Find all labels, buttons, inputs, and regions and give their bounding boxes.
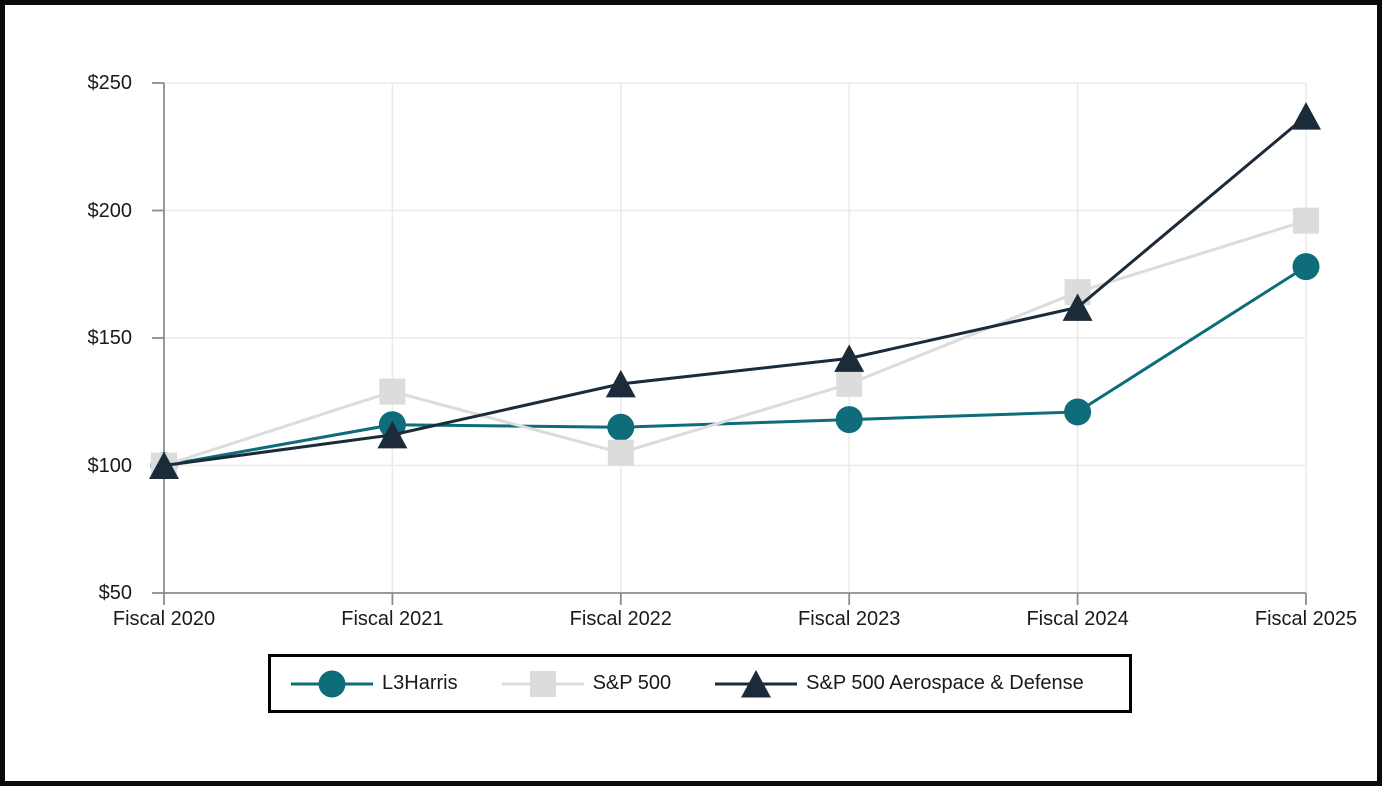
legend-item-sp500: S&P 500: [501, 669, 672, 699]
x-axis-category-label: Fiscal 2025: [1254, 608, 1358, 630]
series-line-s-p-500-aerospace-defense: [163, 114, 1307, 467]
data-point-l3harris: [607, 413, 635, 441]
data-point-s-p-500: [1293, 207, 1319, 234]
series-s-p-500-aerospace-defense: [149, 102, 1321, 479]
data-point-s-p-500-aerospace-defense: [834, 344, 865, 372]
legend-label: L3Harris: [382, 672, 458, 694]
y-axis-tick-label: $200: [87, 199, 133, 222]
legend-item-l3harris: L3Harris: [291, 669, 458, 699]
data-point-s-p-500-aerospace-defense: [1062, 293, 1093, 321]
y-axis-labels: $50 $100 $150 $200 $250: [5, 5, 133, 645]
data-point-s-p-500-aerospace-defense: [1291, 102, 1321, 130]
x-axis-labels: Fiscal 2020 Fiscal 2021 Fiscal 2022 Fiscal …: [5, 5, 1377, 645]
y-axis-tick-label: $50: [98, 582, 132, 604]
data-point-s-p-500: [379, 378, 406, 405]
line-chart: [149, 82, 1321, 605]
data-point-l3harris: [835, 406, 863, 434]
line-square-marker-icon: [501, 670, 584, 697]
data-point-s-p-500-aerospace-defense: [377, 420, 408, 449]
legend-label: S&P 500: [592, 672, 672, 694]
chart-region: $50 $100 $150 $200 $250 Fiscal 2020 Fiscal 20…: [5, 5, 1377, 645]
data-point-l3harris: [1064, 398, 1092, 426]
data-point-s-p-500-aerospace-defense: [149, 451, 179, 479]
legend: L3Harris S&P 500 S&P 500 Aerospace & Def…: [268, 654, 1132, 713]
legend-marker-square: [529, 670, 556, 697]
y-axis-tick-label: $150: [87, 327, 133, 349]
series-s-p-500: [151, 207, 1319, 479]
data-point-s-p-500: [836, 370, 863, 397]
legend-label: S&P 500 Aerospace & Defense: [806, 672, 1084, 694]
data-point-s-p-500-aerospace-defense: [605, 369, 636, 398]
x-axis-category-label: Fiscal 2020: [112, 608, 216, 630]
legend-marker-circle: [318, 670, 346, 697]
x-axis-category-label: Fiscal 2023: [798, 608, 901, 630]
legend-marker-triangle: [741, 669, 772, 697]
data-point-s-p-500: [607, 439, 634, 466]
line-triangle-marker-icon: [715, 669, 798, 697]
y-axis-tick-label: $100: [87, 454, 133, 477]
series-line-s-p-500: [163, 219, 1307, 467]
x-axis-category-label: Fiscal 2022: [569, 608, 672, 630]
series-line-l3harris: [163, 265, 1307, 467]
line-circle-marker-icon: [291, 670, 373, 697]
y-axis-tick-label: $250: [87, 72, 133, 94]
x-axis-category-label: Fiscal 2021: [341, 608, 444, 630]
data-point-l3harris: [1292, 253, 1320, 281]
legend-item-sp500-aerospace-defense: S&P 500 Aerospace & Defense: [715, 669, 1084, 699]
x-axis-category-label: Fiscal 2024: [1026, 608, 1129, 630]
